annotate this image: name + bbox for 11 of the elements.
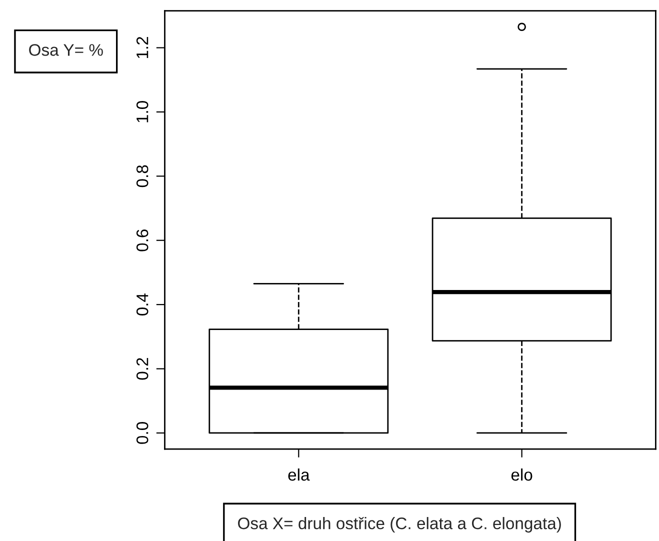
y-tick-label: 0.6 xyxy=(136,230,148,252)
y-tick-label: 0.8 xyxy=(136,165,148,188)
y-tick-label: 0.0 xyxy=(136,422,148,444)
y-tick-label: 1.2 xyxy=(136,36,148,58)
y-tick-label: 1.0 xyxy=(136,101,148,122)
text: Osa Y= % xyxy=(29,44,103,56)
text: Osa X= druh ostřice (C. elata a C. elongata) xyxy=(238,516,561,533)
y-tick-label: 0.4 xyxy=(136,293,148,316)
x-tick-label: ela xyxy=(288,468,310,481)
x-tick-label: elo xyxy=(511,468,532,481)
y-tick-label: 0.2 xyxy=(136,358,148,380)
